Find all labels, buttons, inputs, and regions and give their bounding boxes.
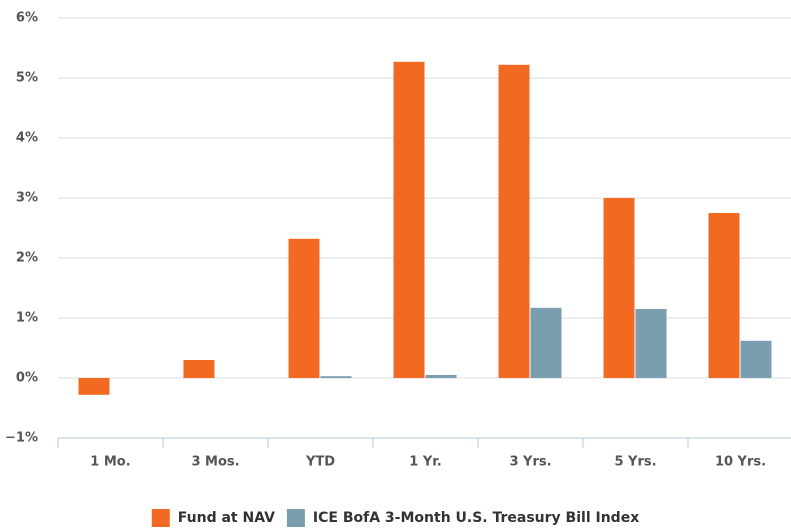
legend-swatch [151, 509, 170, 527]
y-tick-label: −1% [5, 431, 38, 446]
legend-label: Fund at NAV [178, 510, 275, 526]
bar [530, 307, 562, 378]
bar [603, 198, 635, 378]
y-tick-label: 6% [16, 11, 38, 26]
bar [708, 213, 740, 378]
x-tick-label: 3 Yrs. [509, 455, 551, 470]
bar [320, 376, 352, 378]
bar [183, 360, 215, 378]
legend-swatch [286, 509, 305, 527]
y-tick-label: 4% [16, 131, 38, 146]
legend-label: ICE BofA 3-Month U.S. Treasury Bill Inde… [313, 510, 639, 526]
bar [78, 378, 110, 395]
bar [498, 64, 530, 379]
y-tick-label: 0% [16, 371, 38, 386]
y-tick-label: 1% [16, 311, 38, 326]
y-tick-label: 3% [16, 191, 38, 206]
y-tick-label: 5% [16, 71, 38, 86]
bar [740, 340, 772, 378]
x-tick-label: YTD [305, 455, 335, 470]
y-tick-label: 2% [16, 251, 38, 266]
bar [425, 375, 457, 378]
x-tick-label: 1 Yr. [409, 455, 441, 470]
x-tick-label: 10 Yrs. [715, 455, 766, 470]
bar [393, 61, 425, 379]
x-tick-label: 5 Yrs. [614, 455, 656, 470]
legend: Fund at NAV ICE BofA 3-Month U.S. Treasur… [151, 509, 639, 527]
bar [635, 309, 667, 378]
bar [288, 238, 320, 378]
x-tick-label: 3 Mos. [191, 455, 239, 470]
x-tick-label: 1 Mo. [90, 455, 130, 470]
